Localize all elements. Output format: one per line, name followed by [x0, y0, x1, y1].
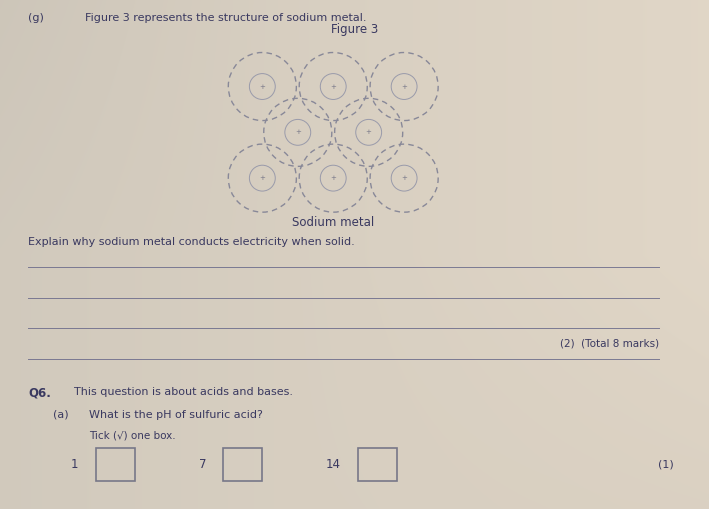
Text: +: +	[401, 175, 407, 181]
Text: Tick (√) one box.: Tick (√) one box.	[89, 430, 175, 440]
Text: 7: 7	[199, 458, 206, 471]
Text: Explain why sodium metal conducts electricity when solid.: Explain why sodium metal conducts electr…	[28, 237, 355, 247]
Text: 1: 1	[71, 458, 79, 471]
Text: +: +	[401, 83, 407, 90]
Text: What is the pH of sulfuric acid?: What is the pH of sulfuric acid?	[89, 410, 262, 420]
Text: Figure 3 represents the structure of sodium metal.: Figure 3 represents the structure of sod…	[85, 13, 367, 23]
Text: Sodium metal: Sodium metal	[292, 216, 374, 230]
Text: +: +	[330, 175, 336, 181]
Text: (a): (a)	[53, 410, 69, 420]
Text: Figure 3: Figure 3	[331, 23, 378, 36]
Text: (g): (g)	[28, 13, 44, 23]
Text: This question is about acids and bases.: This question is about acids and bases.	[74, 387, 294, 397]
Text: (1): (1)	[658, 460, 674, 469]
Text: Q6.: Q6.	[28, 387, 51, 400]
Text: (2)  (Total 8 marks): (2) (Total 8 marks)	[560, 338, 659, 349]
Text: +: +	[259, 175, 265, 181]
Text: +: +	[259, 83, 265, 90]
Text: +: +	[330, 83, 336, 90]
Text: 14: 14	[326, 458, 341, 471]
Text: +: +	[366, 129, 372, 135]
Text: +: +	[295, 129, 301, 135]
